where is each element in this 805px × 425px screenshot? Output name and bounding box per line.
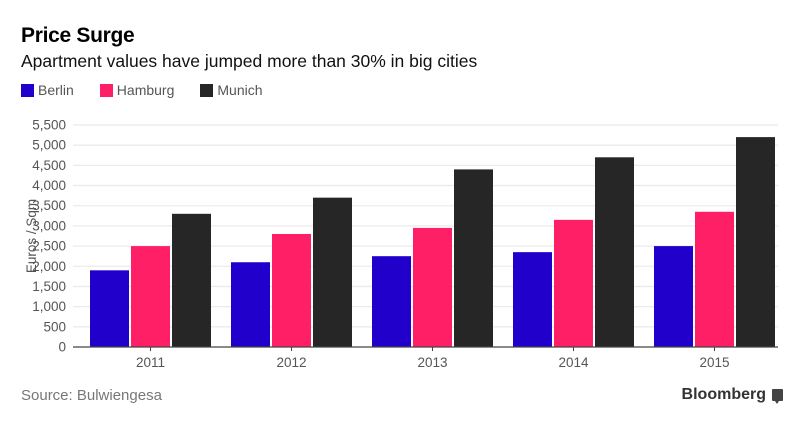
bar-hamburg-2014 <box>554 219 593 347</box>
bars <box>90 137 775 347</box>
y-tick-label: 1,500 <box>32 279 66 294</box>
bar-hamburg-2015 <box>695 211 734 347</box>
bar-hamburg-2011 <box>131 246 170 347</box>
y-tick-label: 4,000 <box>32 178 66 193</box>
x-tick-label: 2012 <box>276 355 306 370</box>
brand-name: Bloomberg <box>681 386 766 403</box>
y-tick-label: 0 <box>58 340 66 355</box>
legend-label-berlin: Berlin <box>38 82 74 98</box>
legend-swatch-berlin <box>21 83 34 97</box>
brand-logo: Bloomberg <box>682 386 783 404</box>
y-tick-label: 5,000 <box>32 138 66 153</box>
legend-swatch-hamburg <box>99 83 113 97</box>
y-tick-label: 2,500 <box>32 239 66 254</box>
chart-title: Price Surge <box>21 24 135 47</box>
y-tick-label: 2,000 <box>32 259 66 274</box>
bar-berlin-2014 <box>513 252 552 347</box>
bar-munich-2014 <box>595 157 634 347</box>
x-tick-label: 2015 <box>699 355 729 370</box>
y-tick-label: 4,500 <box>32 158 66 173</box>
x-axis: 2011 2012 2013 2014 2015 <box>73 346 778 370</box>
legend-label-hamburg: Hamburg <box>116 82 175 98</box>
bar-munich-2012 <box>313 197 352 347</box>
y-tick-label: 3,500 <box>32 198 66 213</box>
bar-hamburg-2012 <box>272 233 311 347</box>
legend-item-hamburg: Hamburg <box>99 82 175 98</box>
y-tick-label: 5,500 <box>32 118 66 133</box>
bar-berlin-2012 <box>231 262 270 347</box>
legend-swatch-munich <box>200 83 214 97</box>
legend-label-munich: Munich <box>217 82 263 98</box>
y-tick-label: 500 <box>43 319 66 334</box>
legend-item-munich: Munich <box>200 82 263 98</box>
bar-munich-2011 <box>172 213 211 347</box>
bar-berlin-2011 <box>90 270 129 347</box>
bloomberg-chart-icon <box>772 389 783 404</box>
y-axis-title: Euros / Sqm <box>24 199 39 273</box>
bar-munich-2013 <box>454 169 493 347</box>
legend: Berlin Hamburg Munich <box>21 82 289 98</box>
legend-item-berlin: Berlin <box>21 82 74 98</box>
y-tick-label: 3,000 <box>32 218 66 233</box>
x-tick-label: 2014 <box>558 355 589 370</box>
source-note: Source: Bulwiengesa <box>21 387 162 404</box>
bar-hamburg-2013 <box>413 227 452 347</box>
y-axis-ticks: 0 500 1,000 1,500 2,000 2,500 3,000 3,500 4,000 4… <box>32 118 66 355</box>
x-tick-label: 2011 <box>136 355 165 370</box>
x-tick-label: 2013 <box>417 355 447 370</box>
chart-subtitle: Apartment values have jumped more than 3… <box>21 51 478 71</box>
y-tick-label: 1,000 <box>32 299 66 314</box>
bar-munich-2015 <box>736 137 775 347</box>
bar-berlin-2015 <box>654 246 693 347</box>
bar-berlin-2013 <box>372 256 411 347</box>
